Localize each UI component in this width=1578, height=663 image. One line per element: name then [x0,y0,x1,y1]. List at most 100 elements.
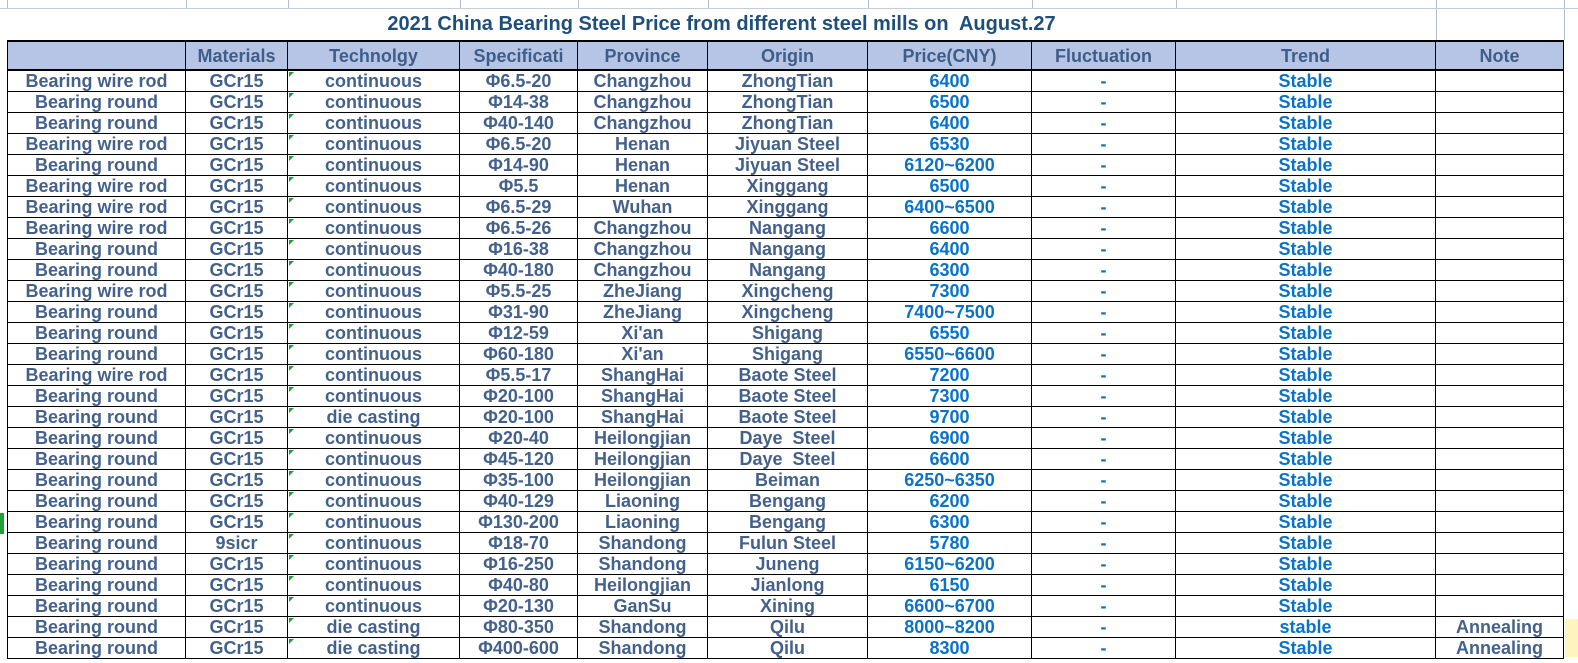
cell-product[interactable]: Bearing round [7,449,186,470]
cell-fluctuation[interactable]: - [1032,239,1176,260]
cell-origin[interactable]: Xinggang [708,176,868,197]
cell-fluctuation[interactable]: - [1032,386,1176,407]
cell-product[interactable]: Bearing round [7,554,186,575]
cell-note[interactable] [1436,113,1564,134]
cell-note[interactable] [1436,260,1564,281]
cell-spec[interactable]: Φ6.5-20 [460,71,578,92]
cell-province[interactable]: Changzhou [578,260,708,281]
cell-product[interactable]: Bearing round [7,260,186,281]
cell-price[interactable]: 6200 [868,491,1032,512]
cell-province[interactable]: Henan [578,155,708,176]
column-header-spec[interactable]: Specificati [460,40,578,71]
cell-note[interactable] [1436,281,1564,302]
cell-trend[interactable]: Stable [1176,512,1436,533]
cell-note[interactable] [1436,533,1564,554]
cell-technology[interactable]: continuous [288,281,460,302]
cell-fluctuation[interactable]: - [1032,512,1176,533]
cell-technology[interactable]: continuous [288,155,460,176]
cell-province[interactable]: ZheJiang [578,302,708,323]
cell-province[interactable]: Changzhou [578,218,708,239]
cell-fluctuation[interactable]: - [1032,533,1176,554]
cell-material[interactable]: GCr15 [186,71,288,92]
cell-fluctuation[interactable]: - [1032,449,1176,470]
cell-spec[interactable]: Φ14-90 [460,155,578,176]
cell-technology[interactable]: continuous [288,344,460,365]
cell-province[interactable]: ShangHai [578,407,708,428]
cell-price[interactable]: 6300 [868,512,1032,533]
cell-origin[interactable]: Qilu [708,617,868,638]
cell-material[interactable]: 9sicr [186,533,288,554]
cell-technology[interactable]: continuous [288,113,460,134]
cell-province[interactable]: Liaoning [578,491,708,512]
column-header-note[interactable]: Note [1436,40,1564,71]
cell-fluctuation[interactable]: - [1032,638,1176,659]
cell-trend[interactable]: Stable [1176,155,1436,176]
cell-spec[interactable]: Φ40-80 [460,575,578,596]
cell-origin[interactable]: Jiyuan Steel [708,134,868,155]
cell-price[interactable]: 6550 [868,323,1032,344]
cell-material[interactable]: GCr15 [186,92,288,113]
cell-product[interactable]: Bearing wire rod [7,365,186,386]
cell-province[interactable]: Xi'an [578,344,708,365]
cell-material[interactable]: GCr15 [186,575,288,596]
cell-province[interactable]: Xi'an [578,323,708,344]
cell-spec[interactable]: Φ5.5 [460,176,578,197]
cell-spec[interactable]: Φ16-38 [460,239,578,260]
cell-trend[interactable]: Stable [1176,218,1436,239]
cell-trend[interactable]: Stable [1176,470,1436,491]
column-header-price[interactable]: Price(CNY) [868,40,1032,71]
cell-price[interactable]: 6900 [868,428,1032,449]
cell-fluctuation[interactable]: - [1032,407,1176,428]
cell-origin[interactable]: Daye Steel [708,449,868,470]
cell-note[interactable] [1436,491,1564,512]
cell-origin[interactable]: Nangang [708,239,868,260]
cell-origin[interactable]: Daye Steel [708,428,868,449]
cell-origin[interactable]: Bengang [708,512,868,533]
cell-note[interactable] [1436,449,1564,470]
cell-material[interactable]: GCr15 [186,197,288,218]
column-header-technology[interactable]: Technolgy [288,40,460,71]
cell-material[interactable]: GCr15 [186,239,288,260]
cell-note[interactable] [1436,470,1564,491]
cell-spec[interactable]: Φ14-38 [460,92,578,113]
cell-product[interactable]: Bearing round [7,344,186,365]
cell-price[interactable]: 6600~6700 [868,596,1032,617]
cell-technology[interactable]: continuous [288,596,460,617]
cell-technology[interactable]: continuous [288,554,460,575]
cell-spec[interactable]: Φ5.5-17 [460,365,578,386]
cell-fluctuation[interactable]: - [1032,176,1176,197]
cell-price[interactable]: 6600 [868,218,1032,239]
cell-fluctuation[interactable]: - [1032,554,1176,575]
cell-material[interactable]: GCr15 [186,113,288,134]
cell-material[interactable]: GCr15 [186,491,288,512]
cell-technology[interactable]: continuous [288,470,460,491]
cell-technology[interactable]: continuous [288,176,460,197]
cell-note[interactable] [1436,575,1564,596]
cell-product[interactable]: Bearing round [7,638,186,659]
cell-price[interactable]: 6600 [868,449,1032,470]
cell-trend[interactable]: Stable [1176,134,1436,155]
cell-origin[interactable]: Xinggang [708,197,868,218]
cell-note[interactable] [1436,512,1564,533]
cell-spec[interactable]: Φ80-350 [460,617,578,638]
cell-technology[interactable]: continuous [288,323,460,344]
cell-material[interactable]: GCr15 [186,134,288,155]
cell-province[interactable]: Shandong [578,638,708,659]
cell-technology[interactable]: continuous [288,260,460,281]
cell-origin[interactable]: Qilu [708,638,868,659]
cell-technology[interactable]: continuous [288,575,460,596]
cell-note[interactable] [1436,554,1564,575]
cell-technology[interactable]: continuous [288,197,460,218]
cell-trend[interactable]: Stable [1176,407,1436,428]
cell-spec[interactable]: Φ20-100 [460,407,578,428]
cell-origin[interactable]: Fulun Steel [708,533,868,554]
cell-origin[interactable]: ZhongTian [708,71,868,92]
cell-material[interactable]: GCr15 [186,596,288,617]
cell-technology[interactable]: continuous [288,302,460,323]
cell-trend[interactable]: Stable [1176,428,1436,449]
cell-price[interactable]: 6530 [868,134,1032,155]
cell-material[interactable]: GCr15 [186,176,288,197]
cell-material[interactable]: GCr15 [186,323,288,344]
cell-note[interactable] [1436,428,1564,449]
cell-origin[interactable]: Jiyuan Steel [708,155,868,176]
